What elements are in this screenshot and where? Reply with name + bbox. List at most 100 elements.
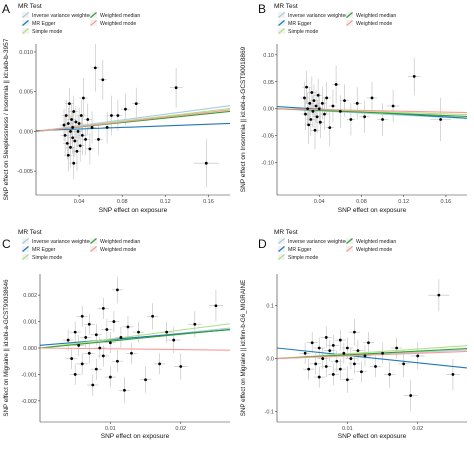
regression-lines <box>36 105 230 132</box>
data-point <box>308 101 312 105</box>
legend-title: MR Test <box>18 3 42 10</box>
data-point <box>130 351 133 355</box>
data-point <box>314 362 318 366</box>
data-point <box>98 346 102 350</box>
x-tick-label: 0.16 <box>203 199 214 205</box>
data-point <box>310 91 314 94</box>
legend-swatch <box>22 28 29 34</box>
data-point <box>214 304 218 308</box>
data-point <box>126 325 130 329</box>
legend-entry-label: MR Egger <box>288 247 312 253</box>
regression-line-simple <box>40 323 230 349</box>
legend-swatch <box>278 238 285 244</box>
x-axis-label: SNP effect on exposure <box>338 207 407 214</box>
data-point <box>335 359 339 363</box>
data-point <box>345 378 349 382</box>
data-point <box>105 126 109 129</box>
y-tick-label: -0.002 <box>21 399 37 405</box>
data-point <box>334 83 338 86</box>
data-point <box>70 118 73 121</box>
y-axis-label: SNP effect on Insomnia || id:ebi-a-GCST9… <box>240 46 247 192</box>
scatter-plot: 0.01 0.02 -0.002 -0.001 0.000 0.001 0.002 SNP e… <box>3 229 230 440</box>
legend-swatch <box>90 20 97 26</box>
data-point <box>174 86 178 90</box>
panel-a: 0.04 0.08 0.12 0.16 -0.005 0.000 0.005 0.010 SNP… <box>0 0 237 222</box>
data-point <box>65 141 69 145</box>
legend-swatch <box>22 238 29 244</box>
data-point <box>144 378 147 382</box>
data-point <box>317 346 321 350</box>
data-point <box>116 114 120 117</box>
data-point <box>110 114 113 117</box>
data-point <box>317 375 321 379</box>
legend-swatch <box>346 20 353 26</box>
data-point <box>323 112 326 116</box>
panel-d: 0.01 0.02 -0.1 0.0 0.1 SNP effect on exposure… <box>237 222 474 445</box>
data-point <box>71 136 75 140</box>
data-point <box>119 336 123 339</box>
data-point <box>391 104 395 108</box>
y-tick-label: -0.10 <box>261 161 274 167</box>
data-point <box>72 161 76 165</box>
legend-entry-label: Weighted mode <box>100 247 136 253</box>
panel-letter-a: A <box>2 2 11 16</box>
regression-lines <box>277 345 467 369</box>
regression-line-wmode <box>36 109 230 132</box>
data-point <box>402 362 406 366</box>
x-tick-label: 0.12 <box>160 199 171 205</box>
regression-lines <box>277 106 467 119</box>
data-point <box>90 126 94 129</box>
y-tick-label: 0.00 <box>263 107 274 113</box>
data-point <box>439 118 443 121</box>
error-bars <box>299 279 460 412</box>
legend-swatch <box>22 254 29 260</box>
regression-line-egger <box>36 122 230 132</box>
data-point <box>123 388 126 392</box>
data-point <box>353 330 356 334</box>
data-point <box>94 367 98 371</box>
data-point <box>179 365 183 368</box>
data-point <box>345 346 349 350</box>
data-point <box>303 351 307 355</box>
y-tick-label: 0.0 <box>266 357 274 363</box>
data-point <box>77 343 81 347</box>
data-points <box>66 288 218 392</box>
data-point <box>312 99 316 103</box>
data-point <box>66 153 70 157</box>
data-point <box>338 110 342 113</box>
data-point <box>172 338 176 342</box>
data-points <box>62 66 208 165</box>
data-point <box>68 102 71 106</box>
regression-line-wmode <box>277 350 467 360</box>
data-point <box>62 123 66 127</box>
y-tick-label: 0.001 <box>23 320 37 326</box>
legend-entry-label: Weighted mode <box>356 21 392 27</box>
data-point <box>204 161 208 165</box>
data-point <box>134 102 138 106</box>
data-point <box>409 394 413 397</box>
legend-entry-label: Weighted mode <box>356 247 392 253</box>
data-point <box>324 365 328 368</box>
data-point <box>112 320 116 323</box>
x-tick-label: 0.08 <box>117 199 128 205</box>
data-point <box>305 85 308 89</box>
panel-c: 0.01 0.02 -0.002 -0.001 0.000 0.001 0.002 SNP e… <box>0 222 237 445</box>
scatter-plot: 0.01 0.02 -0.1 0.0 0.1 SNP effect on exposure… <box>240 229 467 440</box>
data-point <box>317 107 321 111</box>
data-point <box>309 118 313 121</box>
data-point <box>77 122 81 125</box>
legend-swatch <box>22 20 29 26</box>
regression-line-wmedian <box>277 108 467 118</box>
legend-title: MR Test <box>274 3 298 10</box>
data-point <box>321 357 325 360</box>
error-bars <box>62 276 223 404</box>
data-point <box>94 333 98 337</box>
data-point <box>88 147 92 151</box>
data-point <box>306 107 310 111</box>
panel-letter-d: D <box>258 237 267 251</box>
legend-swatch <box>22 12 29 18</box>
data-point <box>108 341 112 345</box>
y-tick-label: 0.05 <box>263 80 274 86</box>
y-tick-label: 0.1 <box>266 304 274 310</box>
data-point <box>370 96 374 100</box>
